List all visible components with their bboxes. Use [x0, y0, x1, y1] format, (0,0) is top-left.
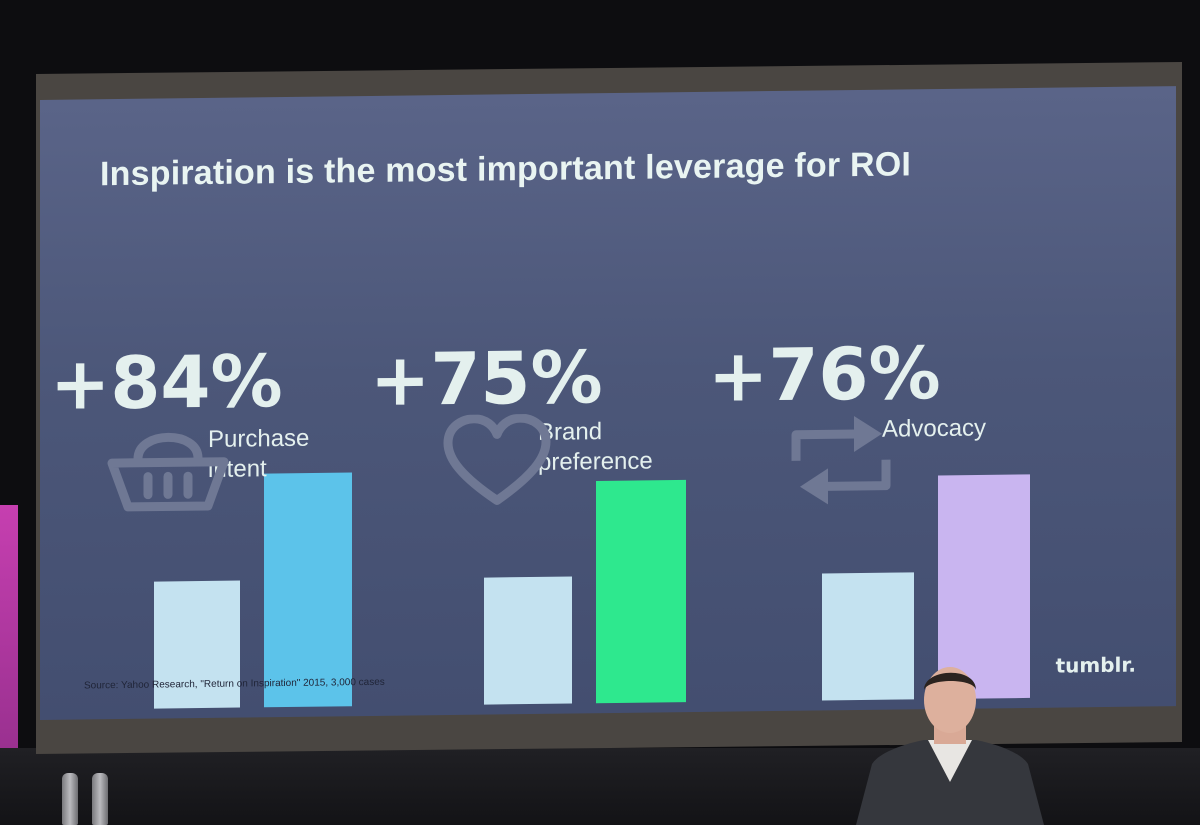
label-line: Advocacy	[882, 414, 987, 443]
label-line: preference	[538, 447, 653, 476]
stage-light-strip	[0, 505, 18, 825]
repost-arrows-icon	[791, 416, 891, 505]
shopping-basket-icon	[107, 433, 229, 512]
stat-purchase-intent: +84%	[50, 339, 283, 426]
tumblr-logo: tumblr.	[1055, 652, 1136, 678]
presenter	[856, 667, 1044, 825]
slide: Inspiration is the most important levera…	[40, 86, 1176, 720]
water-bottle	[92, 773, 108, 825]
heart-icon	[443, 413, 551, 505]
inspired-bar	[938, 474, 1030, 700]
stat-advocacy: +76%	[708, 330, 941, 418]
water-bottle	[62, 773, 78, 825]
stat-brand-preference: +75%	[370, 335, 603, 422]
inspired-bar	[596, 479, 686, 704]
inspired-bar	[264, 472, 352, 708]
baseline-bar	[154, 580, 240, 709]
baseline-bar	[484, 576, 572, 705]
bar-chart	[154, 472, 1030, 709]
metric-label-advocacy: Advocacy	[882, 413, 986, 444]
baseline-bar	[822, 572, 914, 701]
metric-label-brand-preference: Brand preference	[538, 417, 653, 478]
